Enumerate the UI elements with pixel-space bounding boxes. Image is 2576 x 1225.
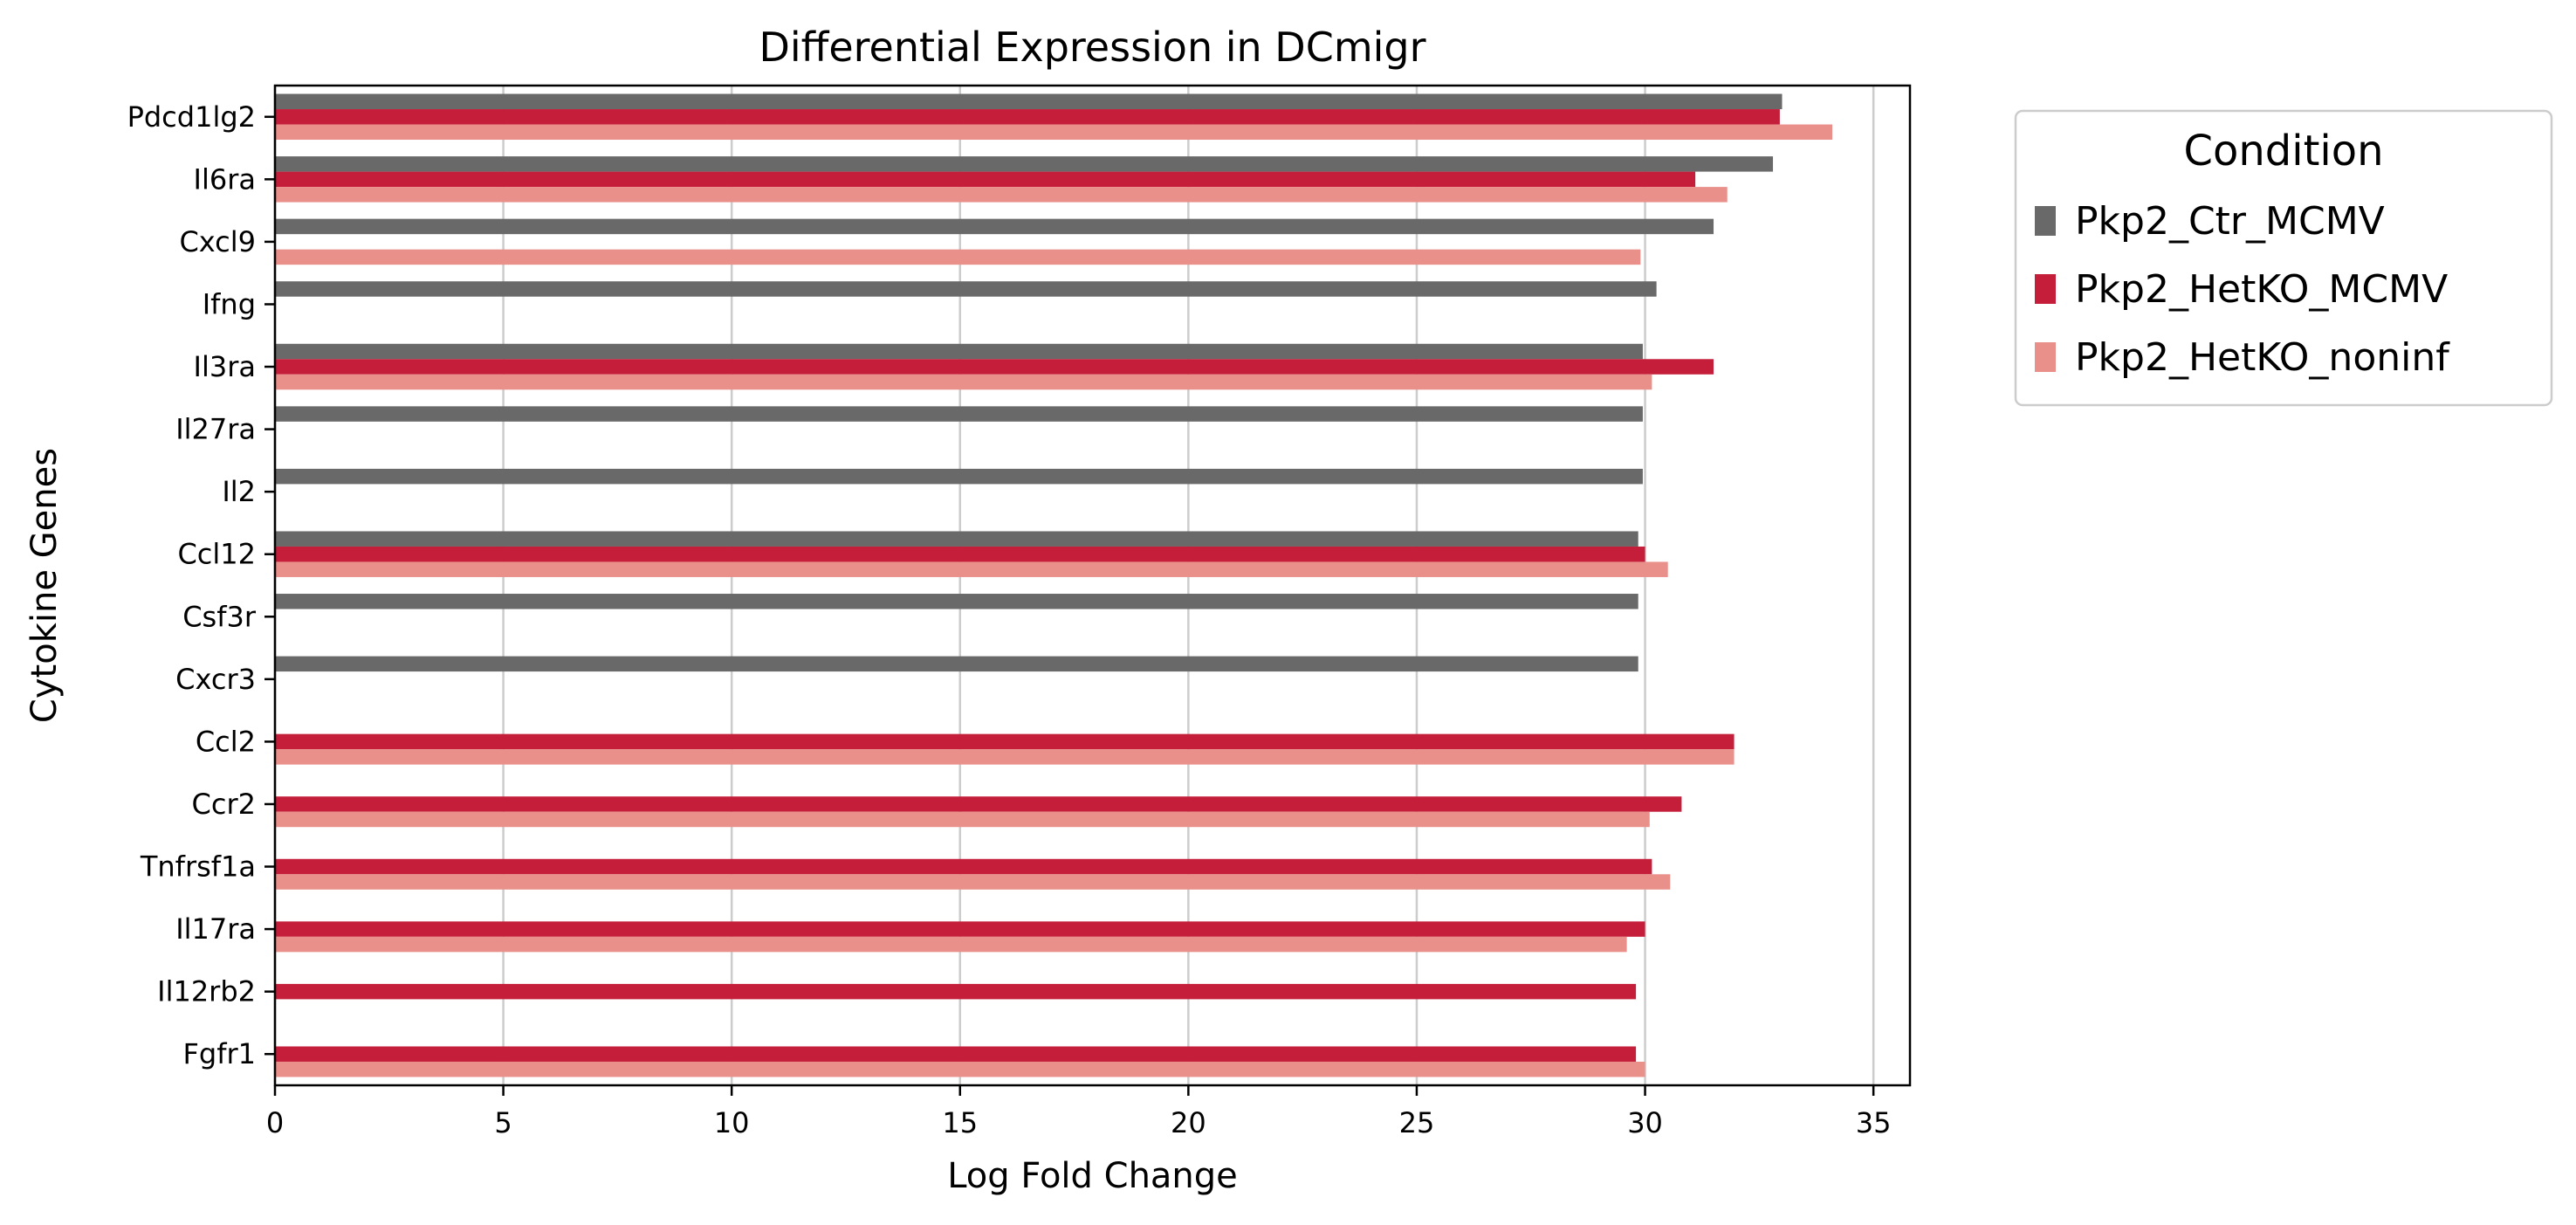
bar [275, 733, 1735, 750]
y-axis-label: Cytokine Genes [24, 448, 65, 723]
bar [275, 468, 1643, 485]
y-tick-label: Pdcd1lg2 [127, 100, 256, 134]
bar [275, 218, 1714, 235]
bar [275, 249, 1641, 265]
legend: Condition Pkp2_Ctr_MCMVPkp2_HetKO_MCMVPk… [2014, 109, 2553, 407]
bar [275, 374, 1652, 390]
legend-swatch [2035, 206, 2056, 236]
bar [275, 594, 1638, 609]
x-axis-ticks: 0 5 10 15 20 25 30 35 [266, 1085, 1892, 1139]
bar [275, 187, 1728, 203]
plot-frame [273, 84, 1912, 1087]
y-tick-label: Cxcr3 [175, 663, 256, 696]
bars [275, 93, 1833, 1077]
bar [275, 124, 1833, 141]
bar [275, 874, 1671, 890]
y-tick-label: Il2 [222, 475, 256, 508]
bar [275, 546, 1645, 562]
y-tick-label: Ccl12 [177, 538, 256, 571]
bar [275, 93, 1783, 110]
bar [275, 936, 1627, 953]
x-tick-label: 25 [1399, 1106, 1435, 1139]
legend-swatch [2035, 342, 2056, 372]
chart-title: Differential Expression in DCmigr [759, 24, 1425, 71]
bar [275, 156, 1774, 172]
x-tick-label: 20 [1171, 1106, 1206, 1139]
bar [275, 561, 1668, 577]
x-axis-label: Log Fold Change [947, 1156, 1238, 1196]
bar [275, 656, 1638, 672]
y-tick-label: Il17ra [175, 912, 256, 946]
bar [275, 811, 1650, 828]
y-tick-label: Tnfrsf1a [140, 850, 256, 884]
legend-label: Pkp2_HetKO_MCMV [2075, 267, 2448, 312]
legend-box [2014, 109, 2553, 407]
bar [275, 749, 1735, 765]
bar [275, 1061, 1645, 1077]
bar [275, 1046, 1637, 1062]
x-tick-label: 30 [1627, 1106, 1663, 1139]
y-tick-label: Il3ra [194, 350, 256, 383]
y-tick-label: Il12rb2 [157, 975, 256, 1008]
bar [275, 343, 1643, 360]
bar [275, 796, 1682, 812]
x-tick-label: 0 [266, 1106, 284, 1139]
y-tick-label: Il27ra [175, 413, 256, 446]
legend-swatch [2035, 274, 2056, 304]
y-tick-label: Ccr2 [192, 788, 256, 821]
y-tick-label: Il6ra [194, 162, 256, 196]
bar [275, 171, 1696, 188]
bar [275, 983, 1637, 1000]
x-tick-label: 5 [494, 1106, 512, 1139]
bar [275, 406, 1643, 422]
x-tick-label: 35 [1856, 1106, 1892, 1139]
y-tick-label: Fgfr1 [183, 1037, 257, 1070]
x-tick-label: 15 [942, 1106, 978, 1139]
bar [275, 281, 1657, 297]
legend-title: Condition [2183, 127, 2383, 175]
bar [275, 531, 1638, 547]
bar [275, 109, 1780, 125]
bar [275, 359, 1714, 375]
x-tick-label: 10 [714, 1106, 750, 1139]
bar [275, 858, 1652, 875]
y-tick-label: Cxcl9 [179, 225, 256, 258]
y-axis-ticks: Pdcd1lg2 Il6ra Cxcl9 Ifng Il3ra Il27ra Il2 Ccl1… [127, 100, 275, 1070]
bar [275, 921, 1645, 937]
legend-label: Pkp2_Ctr_MCMV [2075, 199, 2385, 244]
y-tick-label: Ccl2 [196, 725, 256, 758]
y-tick-label: Csf3r [182, 600, 257, 633]
legend-label: Pkp2_HetKO_noninf [2075, 335, 2450, 380]
legend-items: Pkp2_Ctr_MCMV Pkp2_HetKO_MCMV Pkp2_HetKO_n… [2035, 199, 2450, 380]
y-tick-label: Ifng [203, 287, 256, 320]
